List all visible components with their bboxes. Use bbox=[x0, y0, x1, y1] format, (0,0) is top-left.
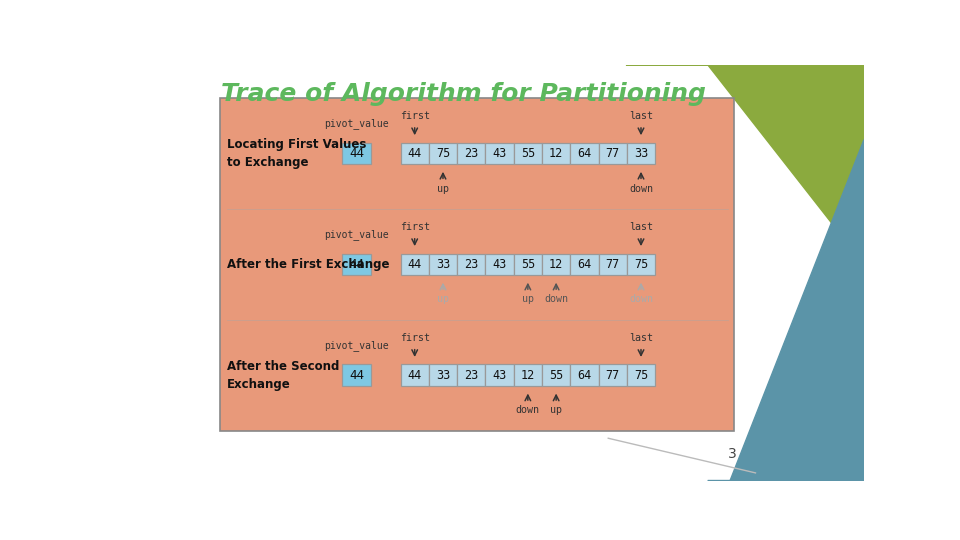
Text: up: up bbox=[522, 294, 534, 305]
FancyBboxPatch shape bbox=[400, 364, 429, 386]
FancyBboxPatch shape bbox=[599, 364, 627, 386]
Text: down: down bbox=[629, 294, 653, 305]
Text: down: down bbox=[629, 184, 653, 193]
Text: Locating First Values
to Exchange: Locating First Values to Exchange bbox=[227, 138, 366, 169]
FancyBboxPatch shape bbox=[457, 364, 486, 386]
Text: 64: 64 bbox=[577, 258, 591, 271]
Text: 23: 23 bbox=[464, 258, 478, 271]
FancyBboxPatch shape bbox=[486, 364, 514, 386]
Text: 12: 12 bbox=[549, 147, 564, 160]
Text: 55: 55 bbox=[520, 258, 535, 271]
Text: 77: 77 bbox=[606, 369, 620, 382]
Text: pivot_value: pivot_value bbox=[324, 118, 389, 129]
Text: 12: 12 bbox=[549, 258, 564, 271]
Text: 44: 44 bbox=[348, 147, 364, 160]
Text: first: first bbox=[399, 333, 430, 343]
FancyBboxPatch shape bbox=[514, 143, 542, 164]
Text: last: last bbox=[629, 222, 653, 232]
Text: 43: 43 bbox=[492, 369, 507, 382]
Text: 77: 77 bbox=[606, 147, 620, 160]
FancyBboxPatch shape bbox=[457, 254, 486, 275]
Text: 64: 64 bbox=[577, 147, 591, 160]
Text: 55: 55 bbox=[549, 369, 564, 382]
Text: up: up bbox=[550, 406, 563, 415]
FancyBboxPatch shape bbox=[570, 254, 599, 275]
Text: pivot_value: pivot_value bbox=[324, 229, 389, 240]
Text: 12: 12 bbox=[520, 369, 535, 382]
FancyBboxPatch shape bbox=[457, 143, 486, 164]
FancyBboxPatch shape bbox=[342, 143, 371, 164]
Text: 55: 55 bbox=[520, 147, 535, 160]
Text: 23: 23 bbox=[464, 369, 478, 382]
Text: last: last bbox=[629, 111, 653, 121]
FancyBboxPatch shape bbox=[599, 254, 627, 275]
FancyBboxPatch shape bbox=[400, 143, 429, 164]
Text: 3: 3 bbox=[728, 447, 736, 461]
Text: 44: 44 bbox=[408, 258, 421, 271]
Text: 43: 43 bbox=[492, 147, 507, 160]
FancyBboxPatch shape bbox=[627, 143, 655, 164]
Text: After the Second
Exchange: After the Second Exchange bbox=[227, 360, 339, 391]
FancyBboxPatch shape bbox=[429, 364, 457, 386]
FancyBboxPatch shape bbox=[599, 143, 627, 164]
Text: 75: 75 bbox=[634, 258, 648, 271]
Text: pivot_value: pivot_value bbox=[324, 340, 389, 350]
Text: 44: 44 bbox=[348, 258, 364, 271]
Text: down: down bbox=[516, 406, 540, 415]
FancyBboxPatch shape bbox=[570, 143, 599, 164]
Polygon shape bbox=[626, 65, 864, 265]
Text: first: first bbox=[399, 222, 430, 232]
Text: up: up bbox=[437, 184, 449, 193]
FancyBboxPatch shape bbox=[486, 143, 514, 164]
FancyBboxPatch shape bbox=[514, 364, 542, 386]
Text: 77: 77 bbox=[606, 258, 620, 271]
FancyBboxPatch shape bbox=[514, 254, 542, 275]
Text: 75: 75 bbox=[436, 147, 450, 160]
Text: first: first bbox=[399, 111, 430, 121]
Text: 43: 43 bbox=[492, 258, 507, 271]
Polygon shape bbox=[708, 140, 864, 481]
Text: last: last bbox=[629, 333, 653, 343]
FancyBboxPatch shape bbox=[486, 254, 514, 275]
FancyBboxPatch shape bbox=[429, 254, 457, 275]
Text: down: down bbox=[544, 294, 568, 305]
Text: 33: 33 bbox=[436, 369, 450, 382]
Text: 64: 64 bbox=[577, 369, 591, 382]
Text: Trace of Algorithm for Partitioning: Trace of Algorithm for Partitioning bbox=[221, 82, 706, 106]
Text: 44: 44 bbox=[408, 147, 421, 160]
FancyBboxPatch shape bbox=[342, 254, 371, 275]
FancyBboxPatch shape bbox=[627, 364, 655, 386]
FancyBboxPatch shape bbox=[342, 364, 371, 386]
FancyBboxPatch shape bbox=[221, 98, 733, 431]
Text: 44: 44 bbox=[348, 369, 364, 382]
Text: 44: 44 bbox=[408, 369, 421, 382]
FancyBboxPatch shape bbox=[542, 364, 570, 386]
FancyBboxPatch shape bbox=[400, 254, 429, 275]
Text: 33: 33 bbox=[436, 258, 450, 271]
Text: up: up bbox=[437, 294, 449, 305]
FancyBboxPatch shape bbox=[542, 143, 570, 164]
Text: 75: 75 bbox=[634, 369, 648, 382]
Text: 23: 23 bbox=[464, 147, 478, 160]
FancyBboxPatch shape bbox=[627, 254, 655, 275]
Text: After the First Exchange: After the First Exchange bbox=[227, 258, 389, 271]
FancyBboxPatch shape bbox=[570, 364, 599, 386]
FancyBboxPatch shape bbox=[542, 254, 570, 275]
Text: 33: 33 bbox=[634, 147, 648, 160]
FancyBboxPatch shape bbox=[429, 143, 457, 164]
